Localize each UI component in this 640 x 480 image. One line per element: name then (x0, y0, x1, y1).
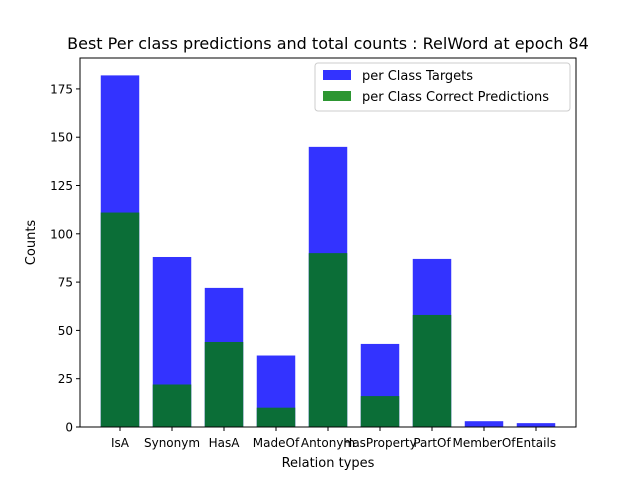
legend-swatch (323, 70, 351, 80)
y-tick-label: 75 (58, 276, 73, 290)
correct-bar-synonym (152, 384, 192, 427)
correct-bar-hasa (204, 341, 244, 427)
y-axis: 0 25 50 75 100 125 150 175 (50, 82, 80, 435)
target-bar-entails (516, 423, 556, 427)
y-tick-label: 150 (50, 131, 73, 145)
correct-bar-partof (412, 314, 452, 427)
chart-title: Best Per class predictions and total cou… (67, 34, 589, 53)
correct-bar-madeof (256, 407, 296, 427)
y-tick-label: 25 (58, 372, 73, 386)
y-tick-label: 175 (50, 82, 73, 96)
correct-bar-isa (100, 212, 140, 427)
legend-swatch (323, 91, 351, 101)
target-bar-memberof (464, 421, 504, 427)
x-tick-label-synonym: Synonym (144, 436, 200, 450)
y-tick-label: 50 (58, 324, 73, 338)
bars-group (100, 75, 556, 427)
x-tick-label-partof: PartOf (413, 436, 451, 450)
x-tick-label-madeof: MadeOf (253, 436, 300, 450)
x-tick-label-hasa: HasA (209, 436, 241, 450)
x-tick-label-entails: Entails (516, 436, 556, 450)
correct-bar-hasproperty (360, 396, 400, 427)
x-tick-label-isa: IsA (111, 436, 130, 450)
correct-bar-antonym (308, 253, 348, 427)
y-axis-label: Counts (24, 220, 39, 266)
x-tick-label-antonym: Antonym (301, 436, 355, 450)
legend-label: per Class Correct Predictions (362, 90, 549, 105)
x-tick-label-memberof: MemberOf (452, 436, 516, 450)
legend-box (314, 62, 571, 112)
legend-label: per Class Targets (362, 69, 473, 84)
x-tick-label-hasproperty: HasProperty (343, 436, 416, 450)
plot-frame (79, 57, 577, 428)
x-axis-label: Relation types (282, 456, 375, 471)
y-tick-label: 125 (50, 179, 73, 193)
y-tick-label: 0 (65, 421, 73, 435)
x-axis: IsA Synonym HasA MadeOf AntonymHasPropertyPa… (111, 427, 556, 450)
legend: per Class Targets per Class Correct Predi… (314, 62, 571, 112)
y-tick-label: 100 (50, 227, 73, 241)
